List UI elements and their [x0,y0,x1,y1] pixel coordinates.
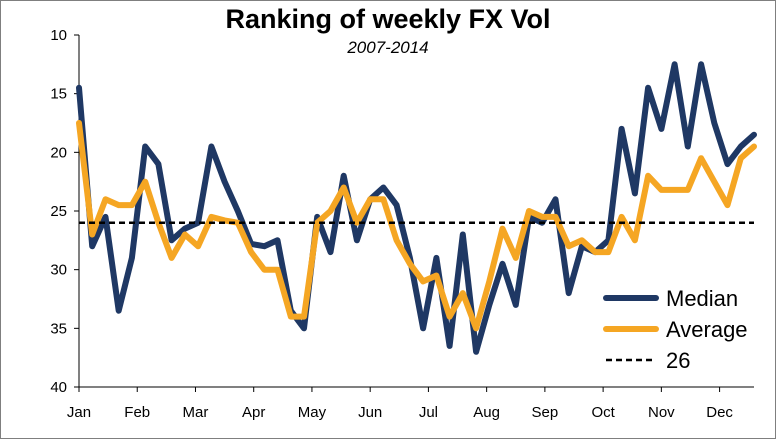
y-tick-label: 15 [50,86,67,103]
x-tick-label: Oct [591,404,615,421]
x-tick-label: Jul [419,404,438,421]
y-tick-label: 35 [50,320,67,337]
chart-subtitle: 2007-2014 [347,38,429,57]
x-tick-label: Nov [648,404,675,421]
series-line-average [76,120,757,332]
axes [78,35,754,388]
x-tick-label: Mar [183,404,209,421]
y-tick-label: 20 [50,144,67,161]
x-axis-ticks: Jan Feb Mar Apr May Jun Jul Aug Sep Oct Nov Dec [67,387,733,421]
y-tick-label: 30 [50,262,67,279]
legend-label-26: 26 [666,348,690,373]
chart-title: Ranking of weekly FX Vol [225,4,551,34]
series-layer [76,61,757,355]
x-tick-label: Aug [473,404,500,421]
x-tick-label: Jan [67,404,91,421]
legend: Median Average 26 [603,286,748,373]
x-tick-label: Dec [706,404,733,421]
series-line-median [76,61,757,355]
x-tick-label: Feb [124,404,150,421]
y-axis-ticks: 10 15 20 25 30 35 40 [50,27,79,396]
x-tick-label: May [298,404,327,421]
legend-label-average: Average [666,317,748,342]
y-tick-label: 10 [50,27,67,44]
x-tick-label: Sep [532,404,559,421]
y-tick-label: 40 [50,379,67,396]
y-tick-label: 25 [50,203,67,220]
x-tick-label: Jun [358,404,382,421]
x-tick-label: Apr [242,404,265,421]
legend-label-median: Median [666,286,738,311]
